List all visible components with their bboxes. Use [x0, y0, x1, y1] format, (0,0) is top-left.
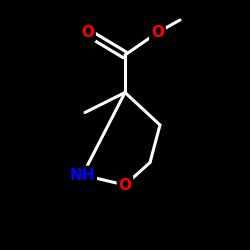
- Text: O: O: [81, 25, 94, 40]
- Text: O: O: [118, 178, 132, 192]
- Text: NH: NH: [70, 168, 95, 182]
- Text: O: O: [151, 25, 164, 40]
